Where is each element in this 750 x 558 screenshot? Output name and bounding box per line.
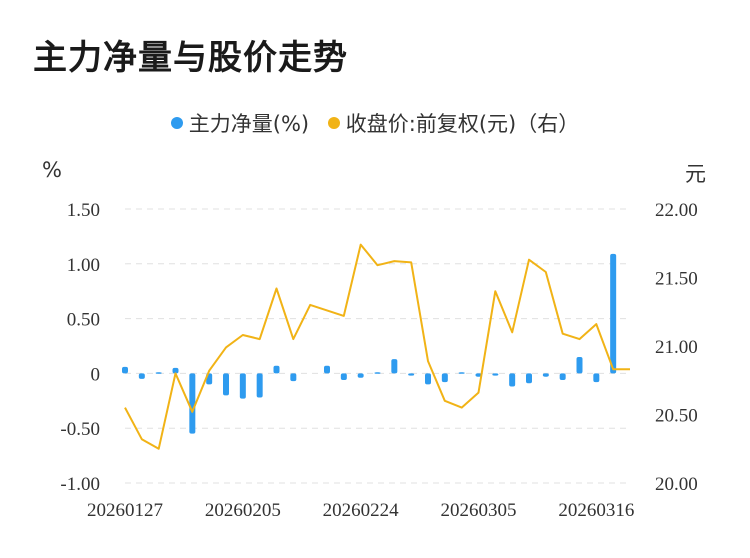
net-volume-bar: [475, 373, 482, 377]
close-price-line: [124, 243, 630, 450]
y-right-tick-label: 20.00: [655, 474, 698, 495]
net-volume-bar: [458, 372, 465, 374]
net-volume-bar: [223, 373, 229, 396]
net-volume-bar: [408, 373, 415, 376]
legend-item-net-volume[interactable]: 主力净量(%): [170, 108, 310, 138]
net-volume-bar: [340, 373, 347, 380]
net-volume-bar: [239, 373, 246, 399]
legend-dot-line: [327, 117, 340, 129]
legend-item-close-price[interactable]: 收盘价:前复权(元)（右）: [327, 108, 580, 138]
y-left-tick-label: 0: [91, 364, 101, 385]
y-right-tick-label: 21.50: [655, 269, 698, 290]
legend-label-close-price: 收盘价:前复权(元)（右）: [345, 112, 580, 136]
y-left-tick-label: -0.50: [60, 419, 100, 440]
net-volume-bar: [357, 373, 364, 378]
x-tick-label: 20260305: [441, 500, 517, 521]
net-volume-bar: [593, 373, 600, 383]
x-tick-label: 20260205: [205, 500, 281, 521]
y-left-tick-label: -1.00: [60, 474, 100, 495]
net-volume-bar: [559, 373, 566, 380]
net-volume-bar: [324, 365, 330, 374]
x-tick-label: 20260127: [87, 500, 163, 521]
net-volume-bar: [610, 253, 617, 374]
net-volume-bar: [441, 373, 448, 383]
y-left-tick-label: 1.00: [67, 255, 100, 276]
net-volume-bar: [526, 373, 532, 384]
x-tick-label: 20260224: [323, 500, 400, 521]
net-volume-bar: [256, 373, 263, 398]
net-volume-bar: [425, 373, 431, 385]
net-volume-bar: [172, 367, 179, 374]
y-left-tick-label: 1.50: [67, 200, 100, 221]
x-tick-label: 20260316: [558, 500, 634, 521]
legend: 主力净量(%) 收盘价:前复权(元)（右）: [0, 108, 750, 138]
net-volume-bar: [189, 373, 196, 434]
net-volume-bar: [391, 359, 398, 374]
net-volume-bar: [122, 366, 128, 374]
y-right-tick-label: 21.00: [655, 337, 698, 358]
y-right-tick-label: 22.00: [655, 200, 698, 221]
chart-title: 主力净量与股价走势: [33, 38, 348, 78]
net-volume-bar: [492, 373, 499, 376]
net-volume-bar: [138, 373, 145, 379]
y-right-tick-label: 20.50: [655, 406, 698, 427]
left-axis-unit: %: [42, 158, 62, 182]
right-axis-unit: 元: [685, 162, 706, 186]
net-volume-bar: [509, 373, 516, 387]
net-volume-bar: [542, 373, 549, 377]
net-volume-bar: [273, 365, 280, 374]
net-volume-bar: [155, 372, 162, 374]
net-volume-bar: [374, 372, 381, 374]
net-volume-bar: [290, 373, 297, 382]
net-volume-bar: [576, 356, 583, 374]
legend-label-net-volume: 主力净量(%): [188, 112, 310, 136]
legend-dot-bar: [170, 117, 183, 129]
y-left-tick-label: 0.50: [67, 310, 100, 331]
